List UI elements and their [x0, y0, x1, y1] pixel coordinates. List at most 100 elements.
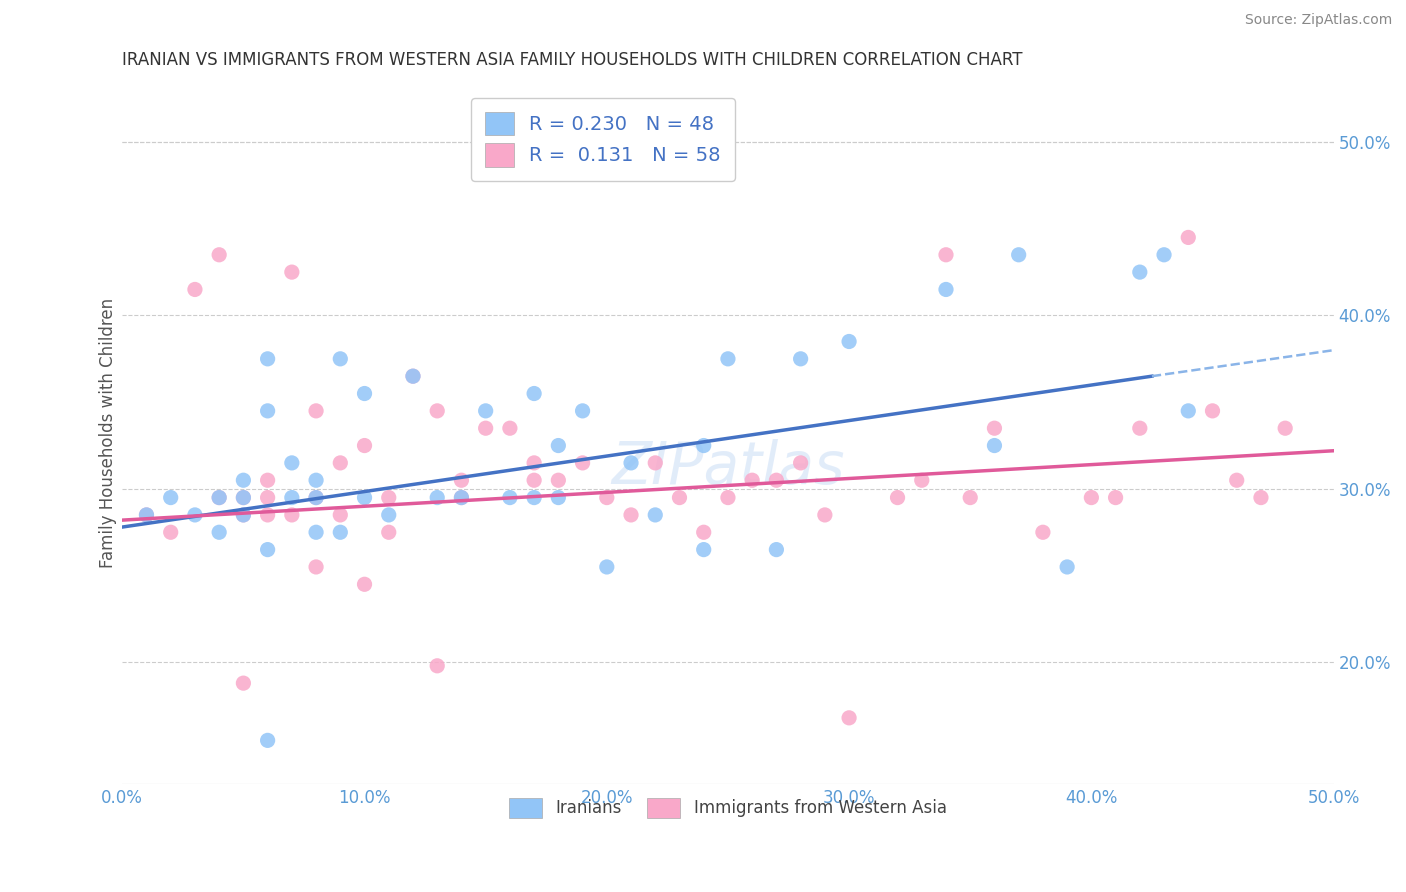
Point [1008, 248, 1031, 262]
Point [547, 438, 569, 452]
Point [232, 491, 254, 505]
Point [353, 577, 375, 591]
Point [208, 491, 231, 505]
Point [450, 491, 472, 505]
Point [474, 421, 496, 435]
Point [1056, 560, 1078, 574]
Point [184, 283, 207, 297]
Point [474, 404, 496, 418]
Point [1226, 473, 1249, 487]
Text: Source: ZipAtlas.com: Source: ZipAtlas.com [1244, 13, 1392, 28]
Point [305, 525, 328, 540]
Y-axis label: Family Households with Children: Family Households with Children [100, 297, 117, 567]
Point [571, 404, 593, 418]
Point [1080, 491, 1102, 505]
Point [329, 351, 352, 366]
Point [717, 491, 740, 505]
Point [256, 733, 278, 747]
Point [1032, 525, 1054, 540]
Point [499, 421, 522, 435]
Point [208, 491, 231, 505]
Point [305, 473, 328, 487]
Point [1177, 230, 1199, 244]
Point [547, 491, 569, 505]
Point [693, 438, 716, 452]
Point [208, 248, 231, 262]
Point [1153, 248, 1175, 262]
Point [426, 491, 449, 505]
Point [1104, 491, 1126, 505]
Point [935, 283, 957, 297]
Point [523, 473, 546, 487]
Point [1274, 421, 1296, 435]
Point [135, 508, 157, 522]
Point [377, 491, 399, 505]
Point [547, 473, 569, 487]
Point [159, 525, 181, 540]
Point [1129, 421, 1152, 435]
Point [959, 491, 981, 505]
Point [693, 542, 716, 557]
Point [281, 508, 304, 522]
Point [353, 491, 375, 505]
Point [232, 508, 254, 522]
Point [426, 658, 449, 673]
Point [644, 508, 666, 522]
Point [208, 525, 231, 540]
Point [886, 491, 908, 505]
Point [838, 711, 860, 725]
Point [620, 508, 643, 522]
Point [353, 438, 375, 452]
Point [281, 491, 304, 505]
Point [983, 438, 1005, 452]
Point [1177, 404, 1199, 418]
Point [159, 491, 181, 505]
Point [353, 386, 375, 401]
Point [232, 676, 254, 690]
Point [281, 265, 304, 279]
Point [668, 491, 690, 505]
Point [620, 456, 643, 470]
Point [329, 525, 352, 540]
Point [1129, 265, 1152, 279]
Point [789, 351, 811, 366]
Point [256, 491, 278, 505]
Text: IRANIAN VS IMMIGRANTS FROM WESTERN ASIA FAMILY HOUSEHOLDS WITH CHILDREN CORRELAT: IRANIAN VS IMMIGRANTS FROM WESTERN ASIA … [122, 51, 1022, 69]
Point [1250, 491, 1272, 505]
Point [232, 473, 254, 487]
Point [377, 508, 399, 522]
Point [523, 491, 546, 505]
Point [789, 456, 811, 470]
Point [814, 508, 837, 522]
Point [838, 334, 860, 349]
Point [499, 491, 522, 505]
Point [596, 560, 619, 574]
Point [450, 473, 472, 487]
Point [256, 404, 278, 418]
Point [256, 542, 278, 557]
Point [935, 248, 957, 262]
Point [644, 456, 666, 470]
Point [232, 508, 254, 522]
Point [256, 351, 278, 366]
Point [329, 456, 352, 470]
Point [402, 369, 425, 384]
Point [911, 473, 934, 487]
Point [305, 404, 328, 418]
Point [256, 473, 278, 487]
Point [765, 473, 787, 487]
Point [232, 491, 254, 505]
Point [523, 386, 546, 401]
Point [305, 491, 328, 505]
Point [596, 491, 619, 505]
Point [450, 491, 472, 505]
Point [281, 456, 304, 470]
Point [377, 525, 399, 540]
Point [983, 421, 1005, 435]
Point [741, 473, 763, 487]
Point [523, 456, 546, 470]
Point [305, 560, 328, 574]
Point [426, 404, 449, 418]
Point [256, 508, 278, 522]
Point [305, 491, 328, 505]
